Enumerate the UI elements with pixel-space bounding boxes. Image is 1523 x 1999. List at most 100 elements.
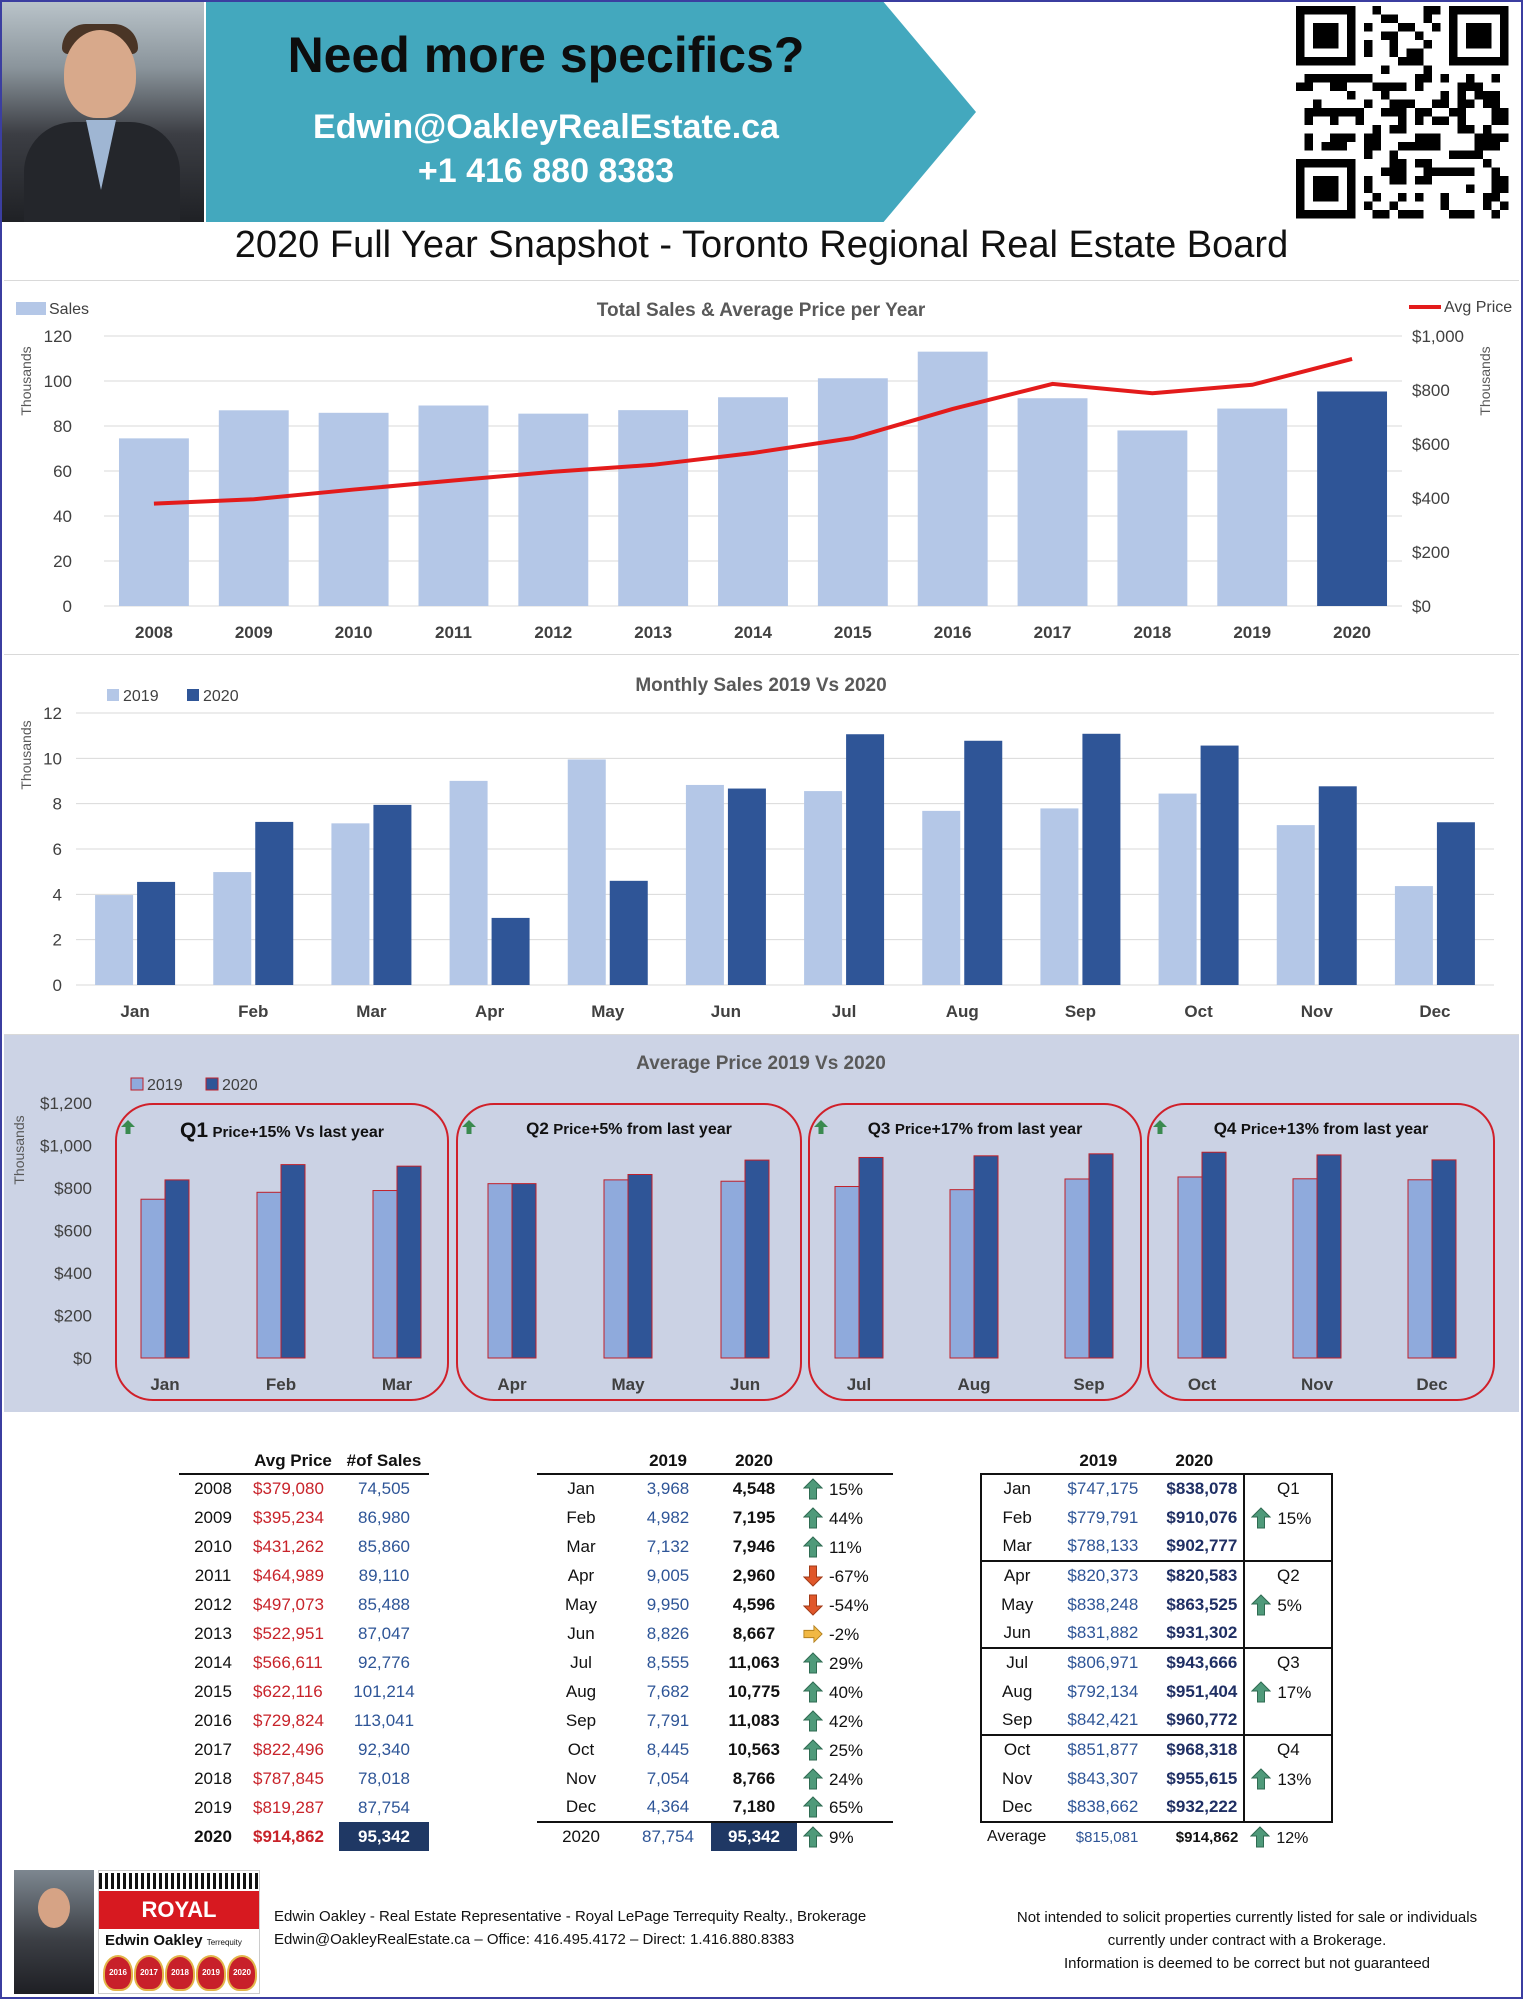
- up-arrow-icon: [814, 1120, 828, 1134]
- y-tick-label: 10: [43, 749, 62, 768]
- annual-year: 2008: [194, 1479, 232, 1498]
- qr-module: [1457, 116, 1466, 125]
- q1-change: +15% Vs last year: [249, 1124, 384, 1141]
- annual-row: 2014 $566,611 92,776: [179, 1648, 429, 1677]
- month: Nov: [565, 1768, 597, 1788]
- qr-module: [1398, 125, 1407, 134]
- qr-module: [1381, 167, 1390, 176]
- price-2020: $955,615: [1166, 1768, 1238, 1788]
- sales-bar: [618, 410, 689, 606]
- monthly-price-row: Apr $820,373 $820,583 Q2 5%: [979, 1560, 1334, 1649]
- y-right-tick-label: $400: [1412, 489, 1450, 508]
- up-arrow-icon: [1251, 1681, 1272, 1703]
- qr-module: [1483, 91, 1492, 100]
- monthly-price-row: Sep $842,421 $960,772: [979, 1706, 1332, 1736]
- y-tick-label: 6: [53, 840, 62, 859]
- qr-module: [1364, 74, 1373, 83]
- qr-module: [1423, 133, 1432, 142]
- qr-module: [1500, 201, 1509, 210]
- qr-module: [1466, 74, 1475, 83]
- qr-module: [1321, 108, 1330, 117]
- sales-change-pct: -54%: [829, 1595, 869, 1615]
- sales-2020-bar: [964, 740, 1003, 985]
- up-arrow-icon: [803, 1709, 823, 1731]
- qr-module: [1347, 74, 1356, 83]
- qr-module: [1483, 201, 1492, 210]
- qr-module: [1330, 142, 1339, 151]
- monthly-sales-row: Dec 4,364 7,180 65%: [537, 1793, 893, 1822]
- sales-2019: 8,826: [646, 1623, 690, 1643]
- quarter-label: Q1: [1276, 1479, 1300, 1498]
- q4-label: Q4: [1213, 1119, 1237, 1138]
- qr-module: [1372, 133, 1381, 142]
- qr-module: [1483, 193, 1492, 202]
- qr-module: [1338, 133, 1347, 142]
- qr-module: [1398, 82, 1407, 91]
- agent-photo: [2, 2, 204, 222]
- monthly-sales-row: Mar 7,132 7,946 11%: [537, 1532, 893, 1561]
- sales-change-pct: 11%: [829, 1537, 862, 1557]
- legend-price-label: Avg Price: [1444, 299, 1512, 316]
- sales-header-2019: 2019: [625, 1448, 711, 1475]
- award-medal-icon: 2018: [165, 1955, 195, 1991]
- qr-module: [1440, 116, 1449, 125]
- qr-module: [1415, 82, 1424, 91]
- qr-module: [1304, 82, 1313, 91]
- sales-change-pct: 44%: [829, 1508, 864, 1528]
- annual-sales: 86,980: [358, 1507, 410, 1527]
- price-2019: $851,877: [1052, 1734, 1145, 1764]
- up-arrow-icon: [1250, 1826, 1271, 1848]
- annual-row: 2010 $431,262 85,860: [179, 1532, 429, 1561]
- price-2019: $843,307: [1067, 1768, 1139, 1788]
- sales-change: 29%: [797, 1648, 893, 1677]
- legend-sales-swatch: [16, 302, 46, 315]
- annual-sales: 87,047: [358, 1623, 410, 1643]
- qr-module: [1423, 65, 1432, 74]
- annual-sales: 92,340: [358, 1739, 410, 1759]
- month: Jun: [979, 1619, 1053, 1649]
- month: Mar: [979, 1532, 1053, 1562]
- annual-avg-price: $464,989: [253, 1565, 324, 1585]
- up-arrow-icon: [803, 1506, 823, 1528]
- price-2019: $788,133: [1052, 1532, 1145, 1562]
- x-tick-label: May: [591, 1002, 625, 1021]
- qr-module: [1491, 142, 1500, 151]
- qr-module: [1372, 210, 1381, 219]
- sales-2019-bar: [1158, 793, 1197, 985]
- banner-email[interactable]: Edwin@OakleyRealEstate.ca: [313, 108, 779, 146]
- monthly-sales-row: Apr 9,005 2,960 -67%: [537, 1561, 893, 1590]
- qr-module: [1491, 74, 1500, 83]
- qr-module: [1389, 48, 1398, 57]
- footer-contact-line[interactable]: Edwin@OakleyRealEstate.ca – Office: 416.…: [274, 1931, 795, 1948]
- qr-module: [1398, 23, 1407, 32]
- annual-year: 2009: [194, 1507, 232, 1527]
- qr-module: [1330, 133, 1339, 142]
- qr-module: [1483, 125, 1492, 134]
- qr-module: [1398, 142, 1407, 151]
- sales-2019: 8,445: [646, 1739, 690, 1759]
- qr-module: [1423, 74, 1432, 83]
- monthly-sales-row: Nov 7,054 8,766 24%: [537, 1764, 893, 1793]
- average-label: Average: [987, 1828, 1047, 1845]
- average-2020: $914,862: [1175, 1828, 1239, 1846]
- monthly-price-table: 2019 2020 Jan $747,175 $838,078 Q1 15% Feb $77…: [979, 1448, 1334, 1851]
- sales-2019: 87,754: [625, 1821, 711, 1851]
- banner-phone[interactable]: +1 416 880 8383: [417, 152, 675, 190]
- sales-2020-bar: [491, 917, 530, 985]
- qr-module: [1304, 116, 1313, 125]
- qr-code[interactable]: [1284, 2, 1521, 222]
- sales-2019-bar: [213, 872, 252, 985]
- x-tick-label: Aug: [946, 1002, 979, 1021]
- sales-2019: 7,132: [646, 1536, 690, 1556]
- qr-module: [1415, 133, 1424, 142]
- qr-module: [1483, 133, 1492, 142]
- monthly-sales-row: May 9,950 4,596 -54%: [537, 1590, 893, 1619]
- month: Jun: [567, 1623, 595, 1643]
- y-left-tick-label: 80: [53, 417, 72, 436]
- monthly-price-average-row: Average $815,081 $914,862 12%: [981, 1822, 1332, 1851]
- monthly-price-row: Dec $838,662 $932,222: [979, 1793, 1332, 1823]
- qr-module: [1415, 210, 1424, 219]
- monthly-sales-table: 2019 2020 Jan 3,968 4,548 15% Feb 4,982 7,195 4…: [537, 1448, 893, 1851]
- qr-finder-core: [1313, 23, 1339, 49]
- price-header-2019: 2019: [1079, 1450, 1118, 1470]
